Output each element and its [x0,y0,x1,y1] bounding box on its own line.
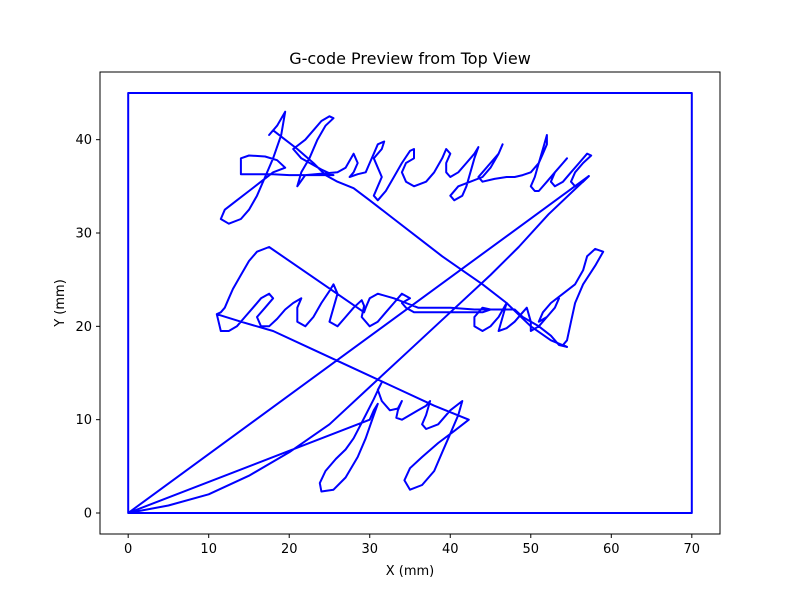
x-tick-label: 30 [361,542,378,557]
x-tick-label: 20 [281,542,298,557]
y-axis-ticks: 0 10 20 30 40 [75,133,100,522]
x-axis-label: X (mm) [386,564,435,579]
series-layer [127,92,693,514]
x-tick-label: 40 [442,542,459,557]
toolpath-line-0 [127,92,693,514]
x-tick-label: 10 [200,542,217,557]
y-tick-label: 0 [84,507,92,522]
y-tick-label: 30 [75,227,92,242]
x-axis-ticks: 0 10 20 30 40 50 60 70 [124,534,700,557]
x-tick-label: 0 [124,542,132,557]
x-tick-label: 60 [603,542,620,557]
x-tick-label: 50 [523,542,540,557]
x-tick-label: 70 [684,542,701,557]
y-tick-label: 10 [75,413,92,428]
y-tick-label: 40 [75,133,92,148]
y-tick-label: 20 [75,320,92,335]
chart-title: G-code Preview from Top View [289,49,531,68]
plot-area: 0 10 20 30 40 50 60 70 0 10 20 30 40 [75,71,721,557]
toolpath-line-1 [219,110,593,348]
y-axis-label: Y (mm) [53,279,68,328]
